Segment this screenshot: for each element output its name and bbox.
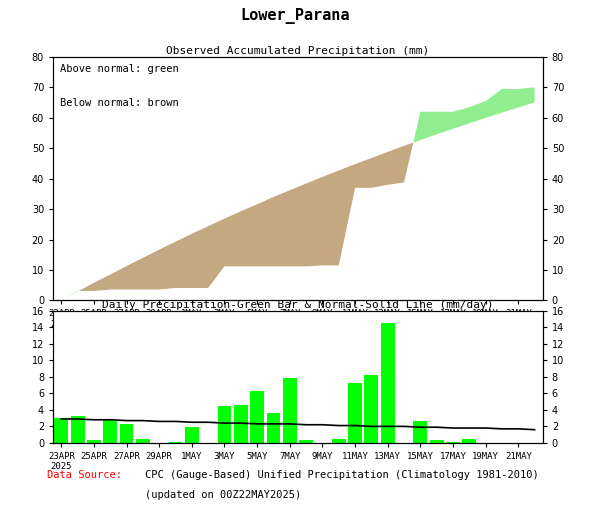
Bar	[463, 439, 476, 443]
Bar	[430, 440, 444, 443]
Text: Below normal: brown: Below normal: brown	[60, 98, 179, 108]
Bar	[234, 405, 248, 443]
Bar	[348, 383, 362, 443]
Text: (updated on 00Z22MAY2025): (updated on 00Z22MAY2025)	[145, 490, 301, 499]
Bar	[71, 416, 84, 443]
Bar	[446, 442, 460, 443]
Bar	[185, 427, 199, 443]
Bar	[250, 391, 264, 443]
Bar	[332, 439, 346, 443]
Bar	[381, 323, 395, 443]
Bar	[120, 424, 133, 443]
Text: Above normal: green: Above normal: green	[60, 64, 179, 74]
Text: CPC (Gauge-Based) Unified Precipitation (Climatology 1981-2010): CPC (Gauge-Based) Unified Precipitation …	[145, 470, 538, 480]
Bar	[136, 439, 150, 443]
Bar	[414, 421, 427, 443]
Bar	[365, 375, 378, 443]
Text: Lower_Parana: Lower_Parana	[240, 8, 350, 24]
Bar	[87, 440, 101, 443]
Bar	[299, 440, 313, 443]
Text: Data Source:: Data Source:	[47, 470, 122, 480]
Title: Observed Accumulated Precipitation (mm): Observed Accumulated Precipitation (mm)	[166, 46, 430, 56]
Bar	[283, 379, 297, 443]
Bar	[267, 413, 280, 443]
Bar	[103, 420, 117, 443]
Bar	[169, 442, 182, 443]
Bar	[54, 418, 68, 443]
Title: Daily Precipitation-Green Bar & Normal-Solid Line (mm/day): Daily Precipitation-Green Bar & Normal-S…	[102, 300, 494, 310]
Bar	[218, 406, 231, 443]
